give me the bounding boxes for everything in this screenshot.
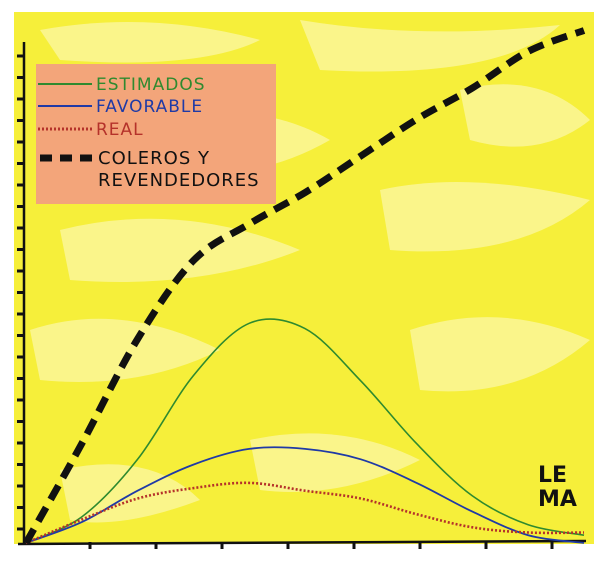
streak: [40, 22, 260, 63]
streak: [60, 218, 300, 282]
signature-line1: LE: [538, 463, 567, 488]
series-favorable: [25, 446, 585, 544]
legend-box: [36, 64, 276, 204]
x-axis: [17, 539, 587, 546]
series-layer: [22, 27, 586, 545]
series-real: [25, 481, 585, 545]
axes: [17, 42, 587, 549]
legend-label-real: REAL: [96, 120, 144, 140]
signature-line2: MA: [538, 487, 577, 512]
streak: [460, 84, 590, 147]
legend-label-coleros-line1: COLEROS Y: [98, 148, 210, 169]
series-coleros: [22, 27, 586, 545]
streak: [410, 317, 590, 392]
legend-label-estimados: ESTIMADOS: [96, 75, 206, 95]
streak: [30, 318, 220, 382]
x-ticks: [88, 542, 554, 549]
streak: [60, 464, 200, 523]
streak: [380, 182, 590, 252]
signature: LE MA: [538, 463, 577, 512]
legend-label-favorable: FAVORABLE: [96, 97, 203, 117]
legend-label-coleros-line2: REVENDEDORES: [98, 170, 260, 191]
legend: ESTIMADOS FAVORABLE REAL COLEROS Y REVEN…: [36, 64, 276, 204]
y-ticks: [17, 54, 24, 531]
streak: [300, 20, 560, 72]
series-estimados: [25, 318, 585, 544]
